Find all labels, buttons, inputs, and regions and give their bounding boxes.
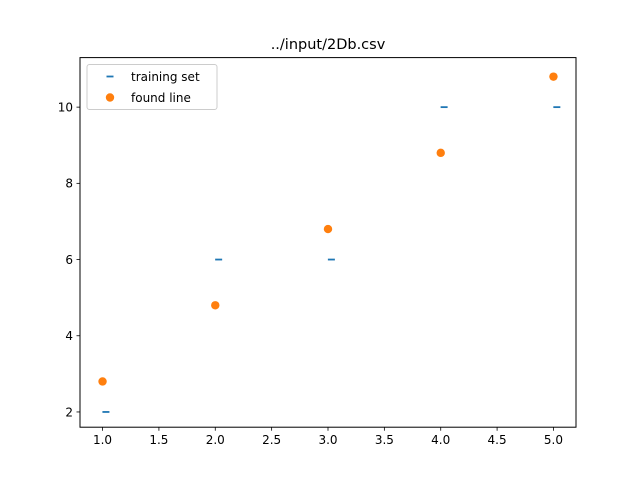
x-tick-label: 4.0 (431, 433, 450, 447)
x-tick-label: 4.5 (488, 433, 507, 447)
legend-label: found line (131, 91, 191, 105)
chart-title: ../input/2Db.csv (271, 37, 386, 53)
y-tick-label: 10 (58, 100, 73, 114)
found-line-point (98, 377, 107, 386)
y-tick-label: 6 (65, 253, 73, 267)
x-tick-label: 5.0 (544, 433, 563, 447)
y-tick-label: 8 (65, 177, 73, 191)
found-line-point (323, 224, 333, 234)
found-line-point (549, 72, 558, 81)
plot-area-frame (79, 57, 577, 428)
series-found-line (98, 72, 558, 386)
found-line-point (436, 148, 445, 158)
found-line-point (211, 301, 220, 310)
legend-label: training set (131, 70, 200, 84)
x-tick-label: 3.5 (375, 433, 394, 447)
legend: training set found line (86, 64, 218, 110)
x-tick-label: 2.0 (206, 433, 225, 447)
axis-ticks: 1.0 1.5 2.0 2.5 3.0 3.5 4.0 4.5 5.0 2 4 6 8 10 (58, 100, 563, 447)
x-tick-label: 2.5 (262, 433, 281, 447)
legend-marker (105, 93, 115, 102)
legend-box (86, 64, 218, 110)
x-tick-label: 1.0 (93, 433, 112, 447)
x-tick-label: 1.5 (149, 433, 168, 447)
y-tick-label: 2 (65, 405, 73, 419)
data-marks (98, 72, 561, 413)
series-training-set (102, 106, 561, 413)
y-tick-label: 4 (65, 329, 73, 343)
x-tick-label: 3.0 (318, 433, 337, 447)
